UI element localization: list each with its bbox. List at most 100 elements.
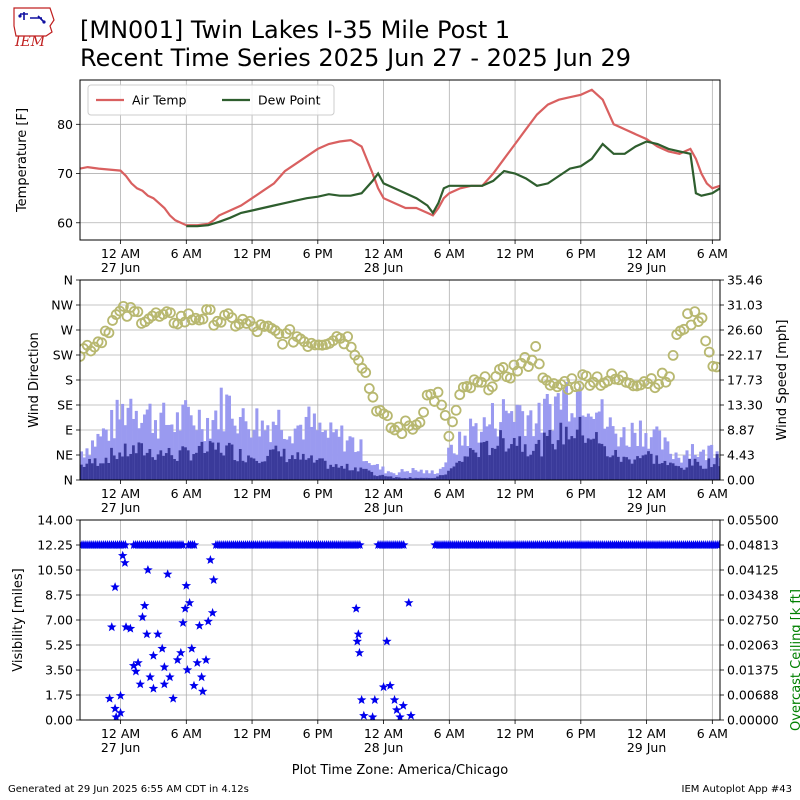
wind-speed-bar: [197, 445, 201, 480]
wind-speed-bar: [564, 426, 568, 480]
wind-speed-bar: [386, 476, 390, 480]
visibility-points: [80, 540, 720, 720]
wind-speed-bar: [90, 463, 94, 480]
visibility-point: [385, 680, 395, 690]
wind-gust-bar: [214, 410, 218, 480]
wind-gust-bar: [430, 470, 434, 480]
wind-gust-bar: [189, 415, 193, 480]
wind-speed-bar: [285, 462, 289, 480]
y-tick-label: SE: [57, 398, 73, 413]
wind-speed-bar: [395, 477, 399, 480]
wind-gust-bar: [107, 440, 111, 480]
wind-speed-bar: [712, 464, 716, 480]
visibility-point: [125, 623, 136, 633]
wind-gust-bar: [310, 426, 314, 480]
wind-speed-bar: [575, 429, 579, 480]
wind-speed-bar: [688, 458, 692, 480]
x-tick-label: 12 AM: [101, 486, 140, 501]
visibility-point: [137, 612, 148, 622]
wind-speed-bar: [474, 452, 478, 480]
wind-gust-bar: [658, 430, 662, 480]
wind-gust-bar: [326, 437, 330, 480]
wind-speed-bar: [482, 442, 486, 480]
wind-direction-point: [273, 328, 285, 340]
wind-speed-bar: [562, 444, 566, 480]
wind-speed-bar: [140, 443, 144, 480]
wind-speed-bar: [211, 442, 215, 480]
wind-gust-bar: [540, 432, 544, 480]
wind-gust-bar: [175, 412, 179, 480]
wind-gust-bar: [710, 444, 714, 480]
wind-speed-bar: [616, 456, 621, 480]
wind-direction-point: [436, 399, 448, 411]
wind-gust-bar: [406, 471, 410, 480]
visibility-point: [153, 629, 163, 639]
x-tick-label: 6 AM: [434, 726, 465, 741]
visibility-point: [118, 550, 128, 560]
wind-speed-bar: [707, 458, 711, 480]
wind-speed-bar: [669, 462, 673, 480]
chart-title-line2: Recent Time Series 2025 Jun 27 - 2025 Ju…: [80, 44, 632, 72]
wind-direction-point: [533, 358, 545, 370]
visibility-point: [359, 710, 369, 720]
x-tick-label: 12 AM: [627, 246, 666, 261]
wind-speed-bar: [652, 463, 656, 480]
x-tick-label: 28 Jun: [364, 500, 403, 515]
wind-direction-point: [165, 307, 176, 319]
wind-gust-bar: [244, 421, 248, 480]
y-right-tick-label: 0.00000: [727, 713, 779, 728]
visibility-point: [139, 600, 150, 610]
y-right-tick-label: 0.01375: [727, 663, 779, 678]
wind-speed-bar: [173, 458, 177, 480]
wind-direction-point: [664, 371, 675, 383]
wind-speed-bar: [718, 466, 720, 480]
wind-gust-bar: [438, 468, 442, 480]
y-axis-label: Temperature [F]: [15, 108, 30, 213]
x-tick-label: 12 AM: [101, 246, 140, 261]
wind-speed-bar: [186, 450, 190, 480]
y-tick-label: SW: [53, 348, 73, 363]
wind-speed-bar: [682, 469, 686, 480]
wind-speed-bar: [534, 443, 538, 480]
wind-direction-point: [645, 373, 657, 384]
y-right-tick-label: 0.04813: [727, 538, 779, 553]
visibility-point: [198, 686, 208, 696]
series-line-air-temp: [80, 88, 720, 227]
wind-gust-bar: [263, 430, 267, 480]
visibility-point: [148, 683, 159, 693]
wind-speed-bar: [592, 438, 596, 480]
wind-direction-point: [479, 371, 491, 383]
wind-gust-bar: [458, 431, 462, 480]
wind-speed-bar: [408, 477, 412, 480]
wind-gust-bar: [343, 451, 347, 480]
wind-direction-point: [711, 361, 720, 373]
wind-speed-bar: [677, 466, 681, 480]
wind-direction-point: [367, 391, 379, 403]
legend-entry: Dew Point: [258, 93, 321, 108]
wind-speed-bar: [701, 468, 705, 480]
wind-speed-bar: [427, 477, 431, 480]
visibility-point: [145, 672, 155, 682]
visibility-point: [370, 695, 380, 704]
wind-direction-point: [439, 409, 451, 421]
wind-direction-point: [418, 406, 429, 418]
wind-gust-bar: [233, 425, 237, 480]
y-tick-label: 60: [57, 215, 73, 230]
y-tick-label: 14.00: [37, 513, 73, 528]
wind-speed-bar: [293, 459, 297, 480]
wind-speed-bar: [364, 468, 368, 480]
wind-direction-point: [277, 338, 288, 350]
wind-gust-bar: [373, 464, 377, 480]
wind-speed-bar: [636, 456, 640, 480]
visibility-point: [121, 622, 131, 632]
x-tick-label: 12 AM: [627, 726, 666, 741]
wind-speed-bar: [444, 474, 448, 480]
chart-title-line1: [MN001] Twin Lakes I-35 Mile Post 1: [80, 16, 511, 44]
wind-speed-bar: [334, 464, 338, 480]
x-tick-label: 6 PM: [303, 726, 333, 741]
wind-gust-bar: [321, 432, 325, 480]
wind-gust-bar: [340, 425, 344, 480]
y-axis-label-right: Overcast Ceiling [k ft]: [789, 589, 800, 731]
wind-speed-bar: [545, 436, 549, 480]
